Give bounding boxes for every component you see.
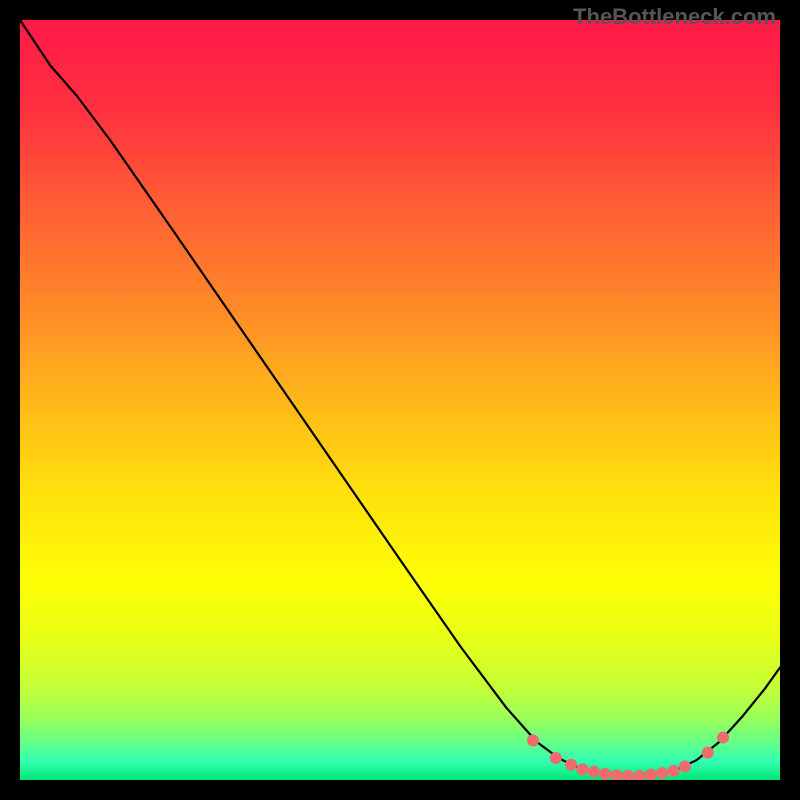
chart-background	[20, 20, 780, 780]
marker-point	[527, 734, 539, 746]
marker-point	[668, 765, 680, 777]
marker-point	[717, 731, 729, 743]
attribution-label: TheBottleneck.com	[573, 4, 776, 30]
marker-point	[599, 768, 611, 780]
marker-point	[576, 763, 588, 775]
marker-point	[702, 747, 714, 759]
bottleneck-chart	[20, 20, 780, 780]
chart-svg	[20, 20, 780, 780]
marker-point	[679, 760, 691, 772]
marker-point	[565, 759, 577, 771]
marker-point	[656, 767, 668, 779]
marker-point	[588, 766, 600, 778]
marker-point	[550, 752, 562, 764]
